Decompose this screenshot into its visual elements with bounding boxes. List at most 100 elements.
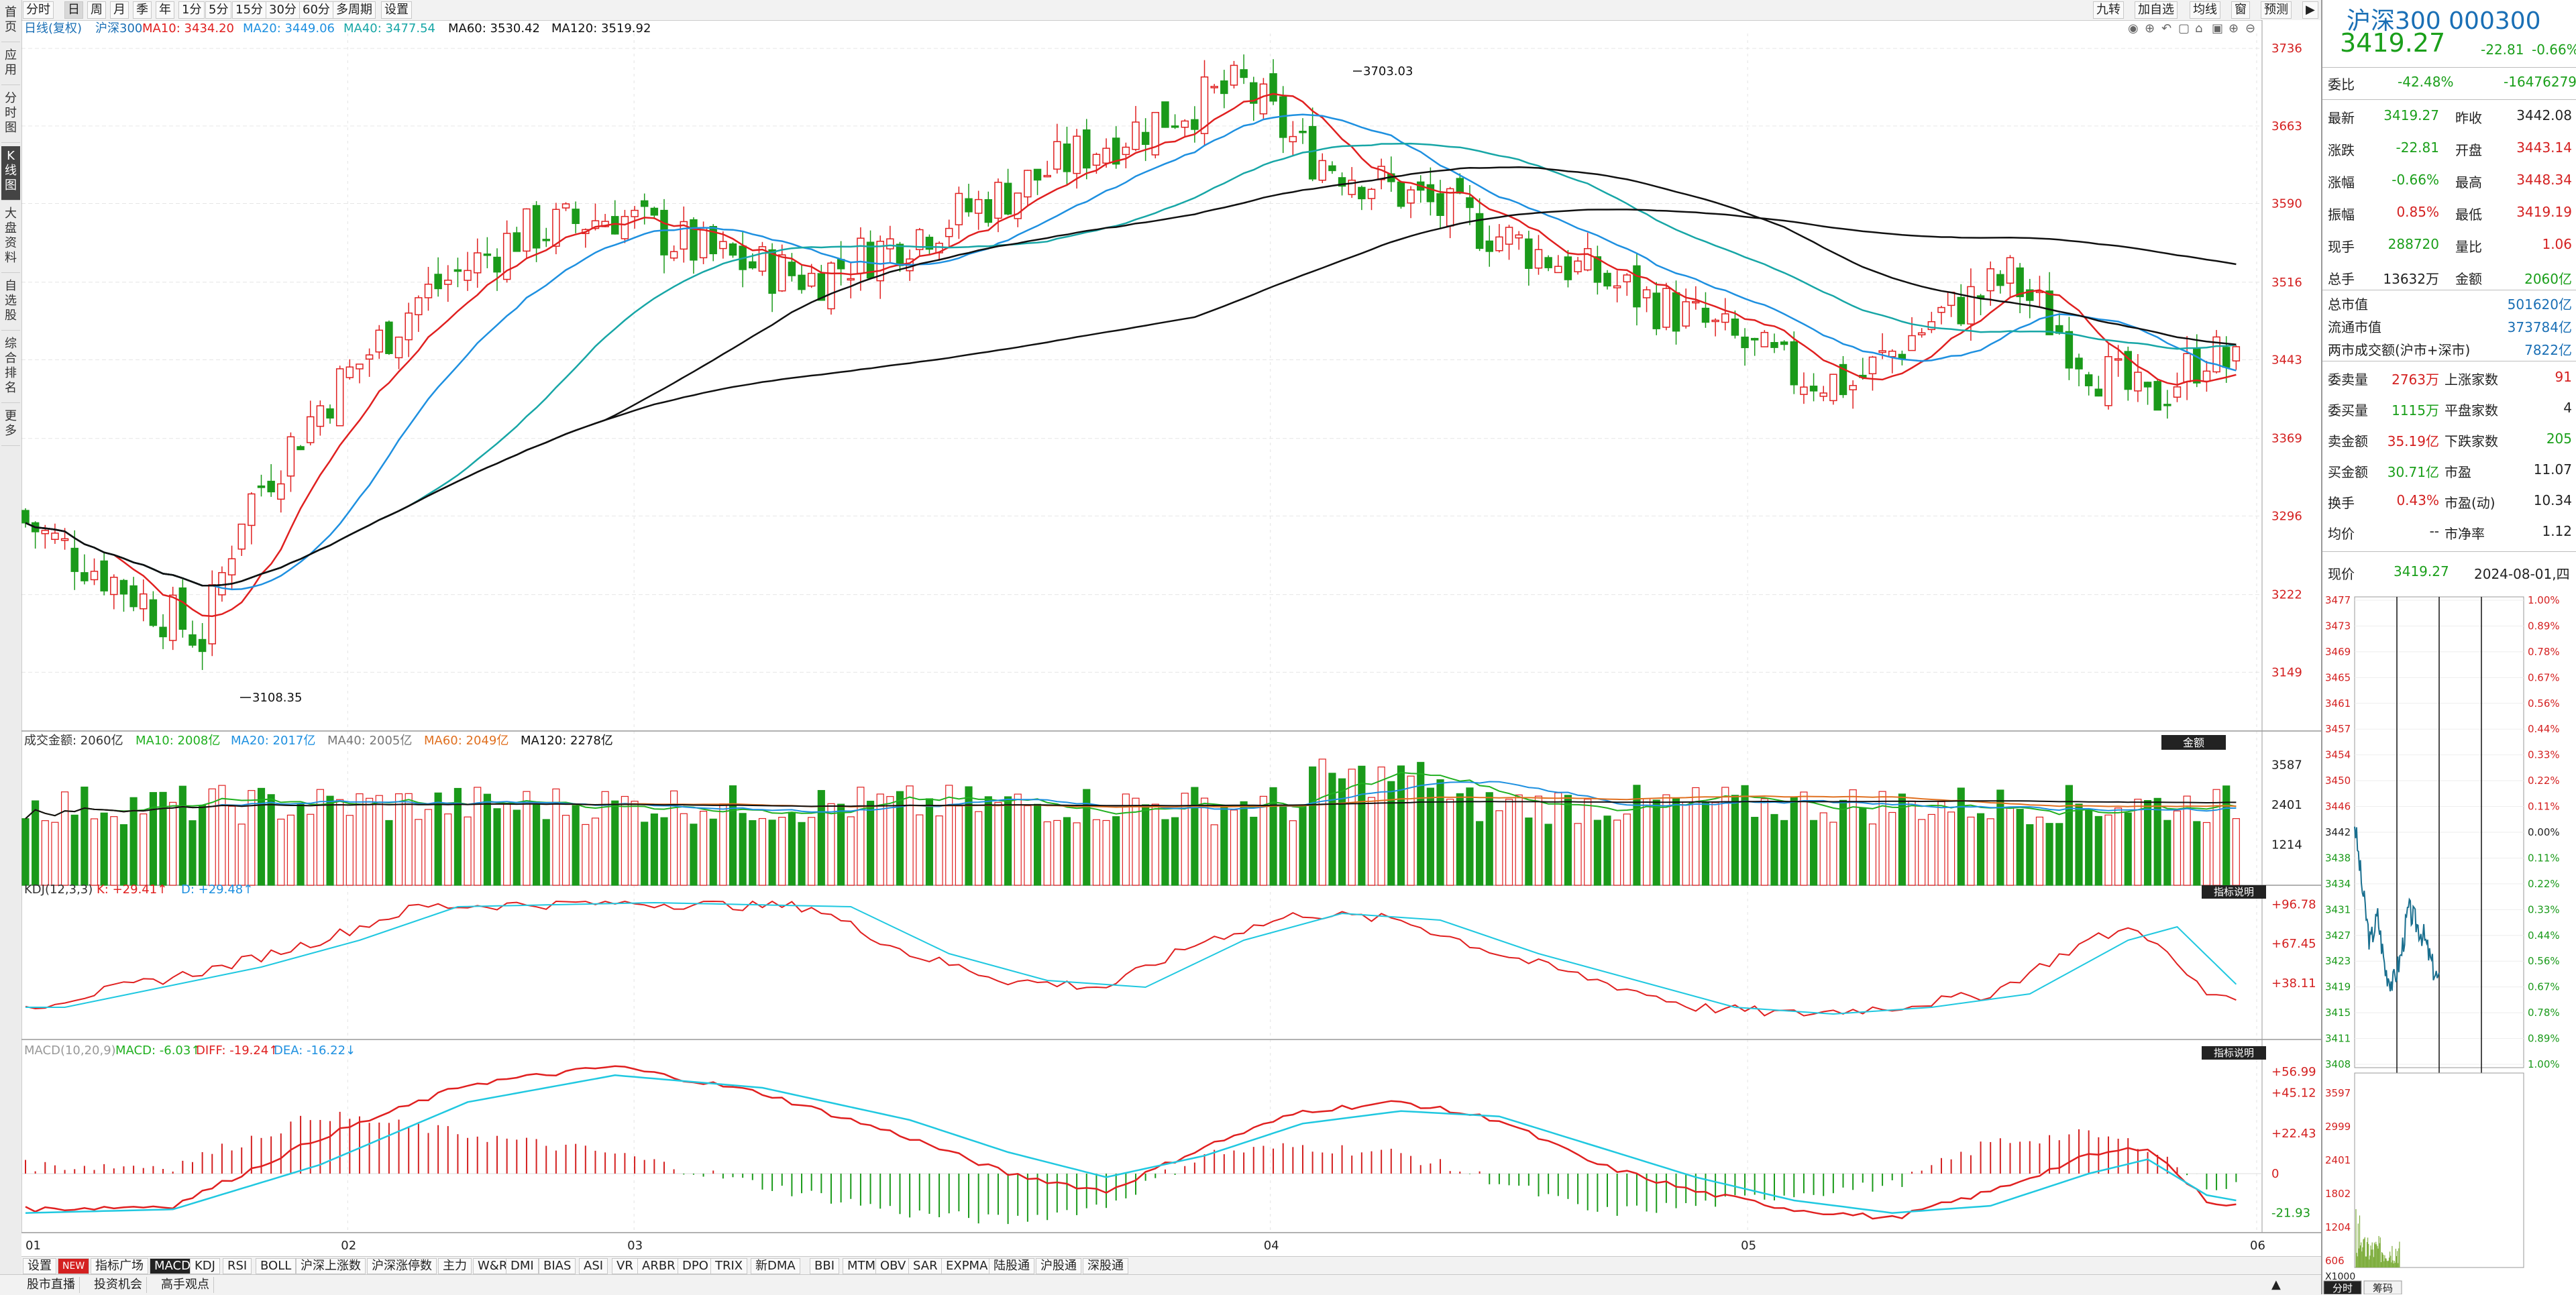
toolbar-button-4[interactable]: 季 [133, 1, 152, 19]
indicator-tab-22[interactable]: SAR [908, 1258, 943, 1274]
indicator-tab-16[interactable]: DPO [678, 1258, 713, 1274]
indicator-tab-3[interactable]: MACD [150, 1258, 195, 1274]
candle-body [1583, 247, 1592, 271]
indicator-tab-1[interactable]: NEW [58, 1258, 90, 1274]
vol-mode-badge[interactable] [2161, 735, 2226, 750]
toolbar-right-button-0[interactable]: 九转 [2093, 1, 2124, 19]
toolbar-next-icon[interactable]: ▶ [2302, 1, 2318, 19]
volume-bar [1692, 787, 1700, 886]
toolbar-button-12[interactable]: 设置 [381, 1, 412, 19]
mini-tab-bg-0[interactable] [2323, 1280, 2362, 1294]
indicator-tab-9[interactable]: 主力 [438, 1258, 472, 1274]
indicator-tab-0[interactable]: 设置 [23, 1258, 56, 1274]
volume-bar [1927, 813, 1935, 886]
left-tab-5[interactable]: 自选股 [1, 276, 20, 331]
toolbar-button-6[interactable]: 1分 [178, 1, 205, 19]
indicator-tab-25[interactable]: 沪股通 [1036, 1258, 1081, 1274]
kdj-tick-2: +38.11 [2271, 976, 2316, 991]
indicator-tab-4[interactable]: KDJ [190, 1258, 220, 1274]
mini-tab-1[interactable]: 筹码 [2373, 1282, 2393, 1294]
indicator-tab-23[interactable]: EXPMA [941, 1258, 993, 1274]
toolbar-right-button-1[interactable]: 加自选 [2135, 1, 2178, 19]
quote-cell: 13632万 [2383, 271, 2439, 287]
candle-body [1485, 240, 1493, 252]
indicator-tab-7[interactable]: 沪深上涨数 [296, 1258, 366, 1274]
toolbar-button-9[interactable]: 30分 [266, 1, 300, 19]
candle-body [1161, 101, 1169, 128]
current-price: 3419.27 [2340, 28, 2446, 58]
indicator-tab-21[interactable]: OBV [875, 1258, 911, 1274]
minus-icon[interactable]: ⊖ [2245, 21, 2255, 36]
mini-vol-tick: 2401 [2325, 1154, 2351, 1166]
volume-bar [208, 788, 216, 886]
indicator-tab-13[interactable]: ASI [579, 1258, 608, 1274]
indicator-tab-5[interactable]: RSI [223, 1258, 252, 1274]
mini-tab-0[interactable]: 分时 [2332, 1282, 2353, 1294]
zoom-in-icon[interactable]: ⊕ [2145, 21, 2155, 36]
toolbar-button-3[interactable]: 月 [110, 1, 129, 19]
toolbar-button-11[interactable]: 多周期 [333, 1, 376, 19]
left-tab-1[interactable]: 应用 [1, 46, 20, 85]
left-tab-4[interactable]: 大盘资料 [1, 204, 20, 273]
footer-tab-2[interactable]: 高手观点 [157, 1277, 214, 1293]
candle-body [778, 254, 786, 292]
candle-body [1780, 341, 1788, 345]
footer-tab-1[interactable]: 投资机会 [90, 1277, 147, 1293]
volume-bar [1181, 793, 1189, 886]
kdj-help-badge[interactable] [2202, 885, 2266, 899]
indicator-tab-26[interactable]: 深股通 [1083, 1258, 1128, 1274]
toolbar-button-8[interactable]: 15分 [232, 1, 266, 19]
left-tab-0[interactable]: 首页 [1, 3, 20, 42]
left-tab-7[interactable]: 更多 [1, 406, 20, 446]
chart-tool-icons[interactable]: ◉ ⊕ ↶ ▢ ⌂ ▣ ⊕ ⊖ [2128, 21, 2255, 36]
toolbar-right-button-4[interactable]: 预测 [2261, 1, 2292, 19]
toolbar-button-1[interactable]: 日 [64, 1, 83, 19]
undo-icon[interactable]: ↶ [2161, 21, 2171, 36]
indicator-tab-19[interactable]: BBI [810, 1258, 840, 1274]
footer-arrow-icon[interactable]: ▲ [2271, 1278, 2281, 1292]
macd-help-badge[interactable] [2202, 1046, 2266, 1060]
intraday-mini-chart[interactable]: 3477 1.00% 3473 0.89% 3469 0.78% 3465 0.67% 3461… [2322, 590, 2576, 1294]
indicator-tab-18[interactable]: 新DMA [751, 1258, 800, 1274]
candle-body [1495, 236, 1503, 251]
eye-icon[interactable]: ◉ [2128, 21, 2139, 36]
indicator-tab-2[interactable]: 指标广场 [91, 1258, 148, 1274]
candle-body [365, 354, 374, 360]
volume-bar [641, 822, 649, 886]
toolbar-button-5[interactable]: 年 [156, 1, 174, 19]
indicator-tab-24[interactable]: 陆股通 [989, 1258, 1034, 1274]
candle-body [886, 238, 894, 249]
volume-bar [424, 809, 433, 886]
indicator-tab-15[interactable]: ARBR [637, 1258, 680, 1274]
indicator-tab-14[interactable]: VR [612, 1258, 638, 1274]
volume-bar [474, 787, 482, 886]
indicator-tab-17[interactable]: TRIX [710, 1258, 748, 1274]
camera-icon[interactable]: ▣ [2212, 21, 2223, 36]
toolbar-right-button-3[interactable]: 窗 [2231, 1, 2250, 19]
footer-tab-0[interactable]: 股市直播 [23, 1277, 80, 1293]
indicator-tab-12[interactable]: BIAS [539, 1258, 576, 1274]
toolbar-button-2[interactable]: 周 [87, 1, 106, 19]
left-tab-6[interactable]: 综合排名 [1, 334, 20, 403]
toolbar-button-7[interactable]: 5分 [205, 1, 232, 19]
candle-body [1937, 306, 1945, 313]
candle-body [2114, 358, 2123, 361]
toolbar-button-0[interactable]: 分时 [23, 1, 54, 19]
plus-icon[interactable]: ⊕ [2229, 21, 2239, 36]
lock-icon[interactable]: ⌂ [2195, 21, 2202, 36]
trash-icon[interactable]: ▢ [2178, 21, 2190, 36]
toolbar-button-10[interactable]: 60分 [299, 1, 333, 19]
toolbar-right-button-2[interactable]: 均线 [2190, 1, 2220, 19]
indicator-tab-8[interactable]: 沪深涨停数 [367, 1258, 437, 1274]
indicator-tab-6[interactable]: BOLL [256, 1258, 297, 1274]
indicator-tab-10[interactable]: W&R [473, 1258, 513, 1274]
indicator-tab-20[interactable]: MTM [843, 1258, 881, 1274]
volume-bar [1259, 795, 1267, 886]
candle-body [335, 368, 344, 427]
mini-tab-bg-1[interactable] [2363, 1280, 2402, 1294]
left-tab-2[interactable]: 分时图 [1, 89, 20, 143]
indicator-tab-11[interactable]: DMI [506, 1258, 539, 1274]
